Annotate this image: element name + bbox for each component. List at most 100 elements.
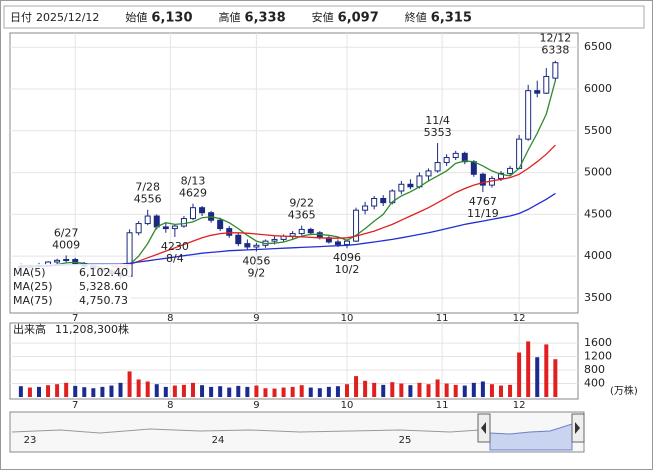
- candle-body: [507, 167, 514, 174]
- volume-bar: [227, 387, 232, 397]
- annotation-date: 8/4: [166, 252, 184, 265]
- volume-bar: [426, 384, 431, 397]
- x-tick-label: 12: [513, 400, 526, 411]
- candle-body: [144, 215, 151, 225]
- candle-body: [534, 90, 541, 94]
- volume-bar: [399, 383, 404, 397]
- candle-body: [217, 219, 224, 230]
- header-label: 安値: [312, 10, 334, 24]
- header-box: [3, 5, 645, 29]
- volume-bar: [145, 381, 150, 397]
- volume-bar: [18, 386, 23, 397]
- annotation-date: 8/13: [181, 175, 206, 188]
- volume-bar: [308, 387, 313, 397]
- volume-bar: [326, 386, 331, 397]
- annotation-value: 4365: [288, 209, 316, 222]
- header-value: 6,338: [245, 11, 286, 26]
- annotation-value: 4056: [242, 254, 270, 267]
- volume-tick-label: 800: [584, 363, 605, 376]
- volume-bar: [46, 385, 51, 397]
- volume-bar: [444, 383, 449, 397]
- volume-bar: [64, 382, 69, 397]
- volume-bar: [462, 385, 467, 397]
- navigator-range: [489, 423, 573, 451]
- ma-line: [111, 144, 556, 268]
- annotation-date: 11/4: [425, 114, 450, 127]
- legend-name: MA(75): [13, 294, 53, 307]
- legend-box: [11, 264, 131, 310]
- volume-bar: [435, 379, 440, 397]
- legend-name: MA(25): [13, 280, 53, 293]
- volume-bar: [354, 376, 359, 397]
- volume-bar: [544, 344, 549, 397]
- x-tick-label: 12: [513, 313, 526, 324]
- x-tick-label: 7: [72, 313, 78, 324]
- navigator-label: 24: [212, 435, 225, 446]
- volume-bar: [381, 384, 386, 397]
- candle-body: [298, 228, 305, 235]
- volume-bar: [100, 386, 105, 397]
- y-tick-label: 6500: [584, 40, 612, 53]
- candle-body: [434, 162, 441, 172]
- y-tick-label: 6000: [584, 82, 612, 95]
- volume-bar: [290, 386, 295, 397]
- volume-bar: [480, 381, 485, 397]
- y-tick-label: 4000: [584, 249, 612, 262]
- volume-bar: [200, 385, 205, 397]
- header-value: 6,130: [151, 11, 192, 26]
- volume-tick-label: 1600: [584, 336, 612, 349]
- candle-body: [461, 152, 468, 163]
- candle-body: [307, 228, 314, 234]
- volume-bar: [218, 386, 223, 397]
- candle-body: [189, 207, 196, 220]
- x-tick-label: 11: [436, 313, 449, 324]
- annotation-date: 11/19: [467, 207, 499, 220]
- volume-bar: [190, 382, 195, 397]
- annotation-value: 5353: [424, 126, 452, 139]
- candle-body: [199, 207, 206, 214]
- x-tick-label: 8: [167, 313, 173, 324]
- volume-bar: [517, 352, 522, 397]
- annotation-date: 10/2: [335, 263, 360, 276]
- candle-body: [253, 244, 260, 248]
- x-tick-label: 7: [72, 400, 78, 411]
- candle-body: [72, 259, 79, 265]
- volume-bar: [73, 385, 78, 397]
- volume-bar: [453, 384, 458, 397]
- volume-bar: [91, 388, 96, 397]
- candle-body: [525, 90, 532, 140]
- volume-bar: [172, 385, 177, 397]
- volume-bar: [181, 384, 186, 397]
- volume-bar: [372, 382, 377, 397]
- header-value: 6,097: [338, 11, 379, 26]
- candle-body: [153, 215, 160, 228]
- legend-name: MA(5): [13, 266, 46, 279]
- x-tick-label: 11: [436, 400, 449, 411]
- legend-value: 4,750.73: [79, 294, 128, 307]
- volume-bar: [317, 388, 322, 397]
- annotation-value: 4009: [52, 238, 80, 251]
- header-value: 6,315: [431, 11, 472, 26]
- annotation-value: 4556: [134, 193, 162, 206]
- candle-body: [380, 197, 387, 204]
- x-tick-label: 10: [341, 313, 354, 324]
- volume-latest: 11,208,300株: [55, 322, 129, 336]
- volume-bar: [553, 359, 558, 397]
- volume-bar: [535, 357, 540, 397]
- volume-bar: [236, 385, 241, 397]
- arrow-right: [575, 422, 580, 434]
- annotation-date: 6/27: [54, 226, 79, 239]
- x-tick-label: 10: [341, 400, 354, 411]
- volume-bar: [263, 388, 268, 397]
- candle-body: [63, 259, 70, 262]
- y-tick-label: 4500: [584, 207, 612, 220]
- header-label: 始値: [125, 10, 147, 24]
- header-label: 高値: [219, 10, 241, 24]
- volume-tick-label: 400: [584, 377, 605, 390]
- volume-bar: [209, 386, 214, 397]
- volume-bar: [272, 388, 277, 397]
- volume-bar: [82, 387, 87, 397]
- candle-body: [162, 226, 169, 230]
- volume-bar: [281, 387, 286, 397]
- candle-body: [171, 225, 178, 230]
